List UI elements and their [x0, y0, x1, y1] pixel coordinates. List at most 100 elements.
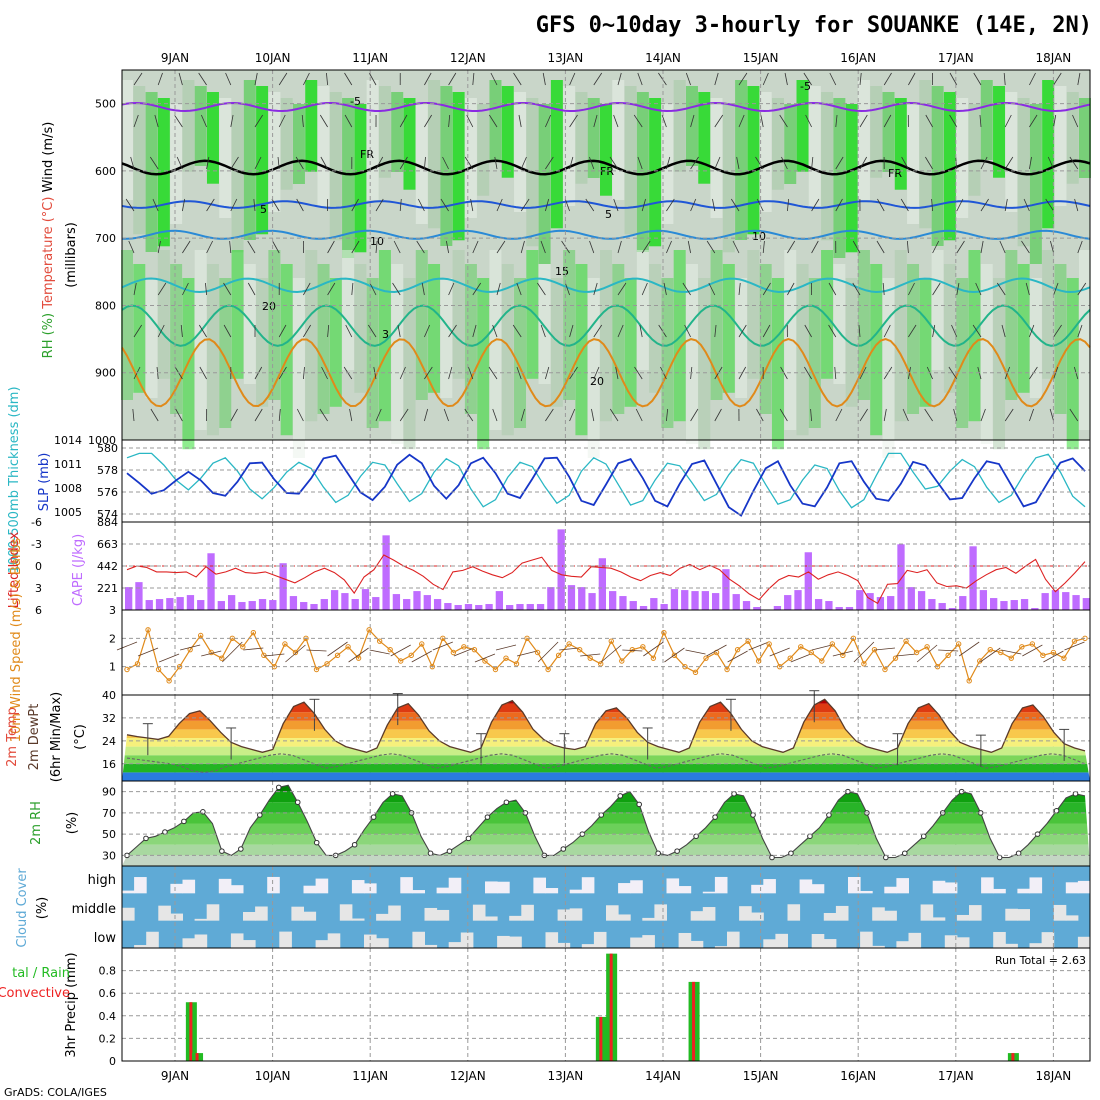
wind10-point	[882, 666, 888, 673]
wind-barb	[303, 366, 305, 380]
wind-barb	[714, 156, 721, 170]
cloud-cover-cell	[860, 890, 873, 894]
rh2m-ytick: 50	[102, 828, 116, 841]
cloud-cover-cell	[557, 909, 571, 921]
wind10-point	[798, 644, 804, 650]
cape-bar	[1000, 601, 1008, 610]
wind-barb	[589, 156, 595, 170]
wind-barb	[613, 198, 619, 212]
wind-barb	[296, 198, 304, 212]
wind10-point	[808, 649, 814, 656]
wind10-barb	[390, 644, 411, 657]
date-label-bottom: 13JAN	[548, 1069, 584, 1083]
precip-ytick: 0.4	[99, 1010, 117, 1023]
wind-barb	[496, 282, 501, 296]
wind-barb	[416, 240, 425, 254]
wind-barb	[513, 72, 522, 86]
temp2m-ytick: 16	[102, 758, 116, 771]
cape-bar	[897, 544, 905, 610]
wind-barb	[730, 198, 740, 212]
date-label-bottom: 16JAN	[840, 1069, 876, 1083]
cape-bar	[382, 535, 390, 610]
wind10-point	[145, 627, 151, 633]
wind-barb	[787, 282, 795, 296]
wind-barb	[784, 72, 788, 86]
wind10-point	[692, 669, 699, 676]
wind-barb	[424, 156, 426, 170]
wind-barb	[303, 324, 312, 338]
wind-barb	[520, 198, 530, 212]
cape-bar	[197, 600, 205, 610]
cape-ylabel: CAPE (J/kg)	[71, 534, 86, 606]
date-label-bottom: 14JAN	[645, 1069, 681, 1083]
cloud-cover-cell	[545, 888, 559, 894]
cloud-cover-cell	[944, 882, 958, 894]
lifted-index-ytick: 0	[35, 560, 42, 573]
rh-shade-cell	[354, 264, 367, 393]
wind-barb	[714, 324, 717, 338]
wind-barb	[397, 324, 401, 338]
wind-barb	[690, 114, 695, 128]
rh-shade-cell	[366, 278, 379, 428]
wind-barb	[296, 408, 304, 422]
cloud-cover-cell	[472, 904, 486, 921]
cape-bar	[176, 597, 184, 610]
wind10-point	[903, 638, 909, 644]
wind10-point	[155, 666, 162, 673]
rh-shade-cell	[870, 264, 883, 436]
contour-label: 5	[260, 203, 267, 216]
isotherm-contour	[121, 101, 1091, 113]
wind-barb	[908, 72, 916, 86]
rh-shade-cell	[256, 86, 269, 235]
wind-barb	[223, 324, 232, 338]
cloud-cover-cell	[630, 880, 643, 894]
rh2m-point	[503, 799, 510, 806]
temp2m-fill-band	[122, 746, 1090, 756]
wind-barb	[520, 156, 527, 170]
rh-shade-cell	[489, 80, 502, 160]
wind-barb	[199, 366, 207, 380]
rh-shade-cell	[943, 264, 956, 393]
cloud-cover-cell	[182, 879, 196, 894]
wind10-barb	[453, 647, 475, 657]
rh-shade-cell	[452, 250, 465, 379]
rh2m-point	[427, 850, 434, 857]
wind-barb	[253, 198, 256, 212]
cloud-cover-cell	[533, 877, 546, 894]
contour-label: FR	[888, 167, 902, 180]
wind-barb	[1003, 72, 1006, 86]
wind-barb	[512, 324, 522, 338]
cloud-cover-cell	[896, 878, 909, 894]
rh-shade-cell	[440, 86, 453, 246]
rh-shade-cell	[956, 278, 969, 428]
wind-barb	[593, 366, 600, 380]
wind-barb	[738, 324, 747, 338]
cape-bar	[917, 591, 926, 610]
wind-barb	[175, 408, 183, 422]
cape-bar	[598, 558, 606, 610]
contour-label: 3	[382, 328, 389, 341]
rh-shade-cell	[907, 104, 920, 224]
rh-shade-cell	[428, 80, 441, 229]
cloud-cover-cell	[690, 911, 704, 921]
wind-barb	[443, 408, 449, 422]
cross-section-ytick: 700	[95, 232, 116, 245]
cloud-cover-cell	[509, 936, 522, 948]
wind-barb	[1072, 114, 1079, 128]
wind-barb	[931, 198, 933, 212]
wind-barb	[1053, 114, 1057, 128]
rh-shade-cell	[771, 98, 784, 190]
wind-barb	[1077, 324, 1083, 338]
wind-barb	[908, 324, 917, 338]
wind-barb	[520, 240, 525, 254]
precip-convective-bar	[195, 1053, 199, 1061]
wind-barb	[448, 114, 451, 128]
cloud-cover-cell	[194, 918, 208, 921]
wind-barb	[609, 156, 619, 170]
rh-shade-cell	[329, 92, 342, 241]
wind10-barb	[832, 650, 853, 657]
cape-bar	[135, 582, 143, 610]
slp-ytick: 1005	[54, 506, 82, 519]
rh-shade-cell	[477, 278, 490, 450]
cloud-cover-cell	[351, 918, 365, 921]
